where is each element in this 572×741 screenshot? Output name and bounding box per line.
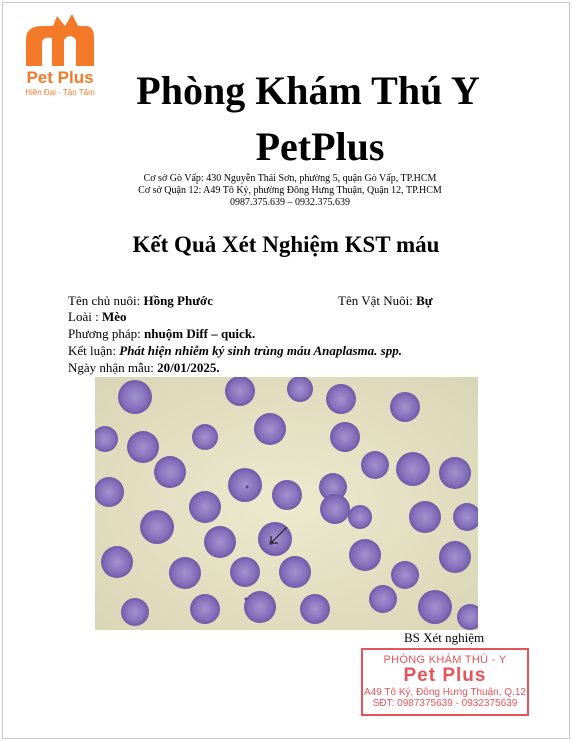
pet-plus-logo-icon <box>26 14 94 66</box>
address-quan-12: Cơ sở Quận 12: A49 Tô Ký, phường Đông Hư… <box>138 185 442 196</box>
stamp-clinic-name: Pet Plus <box>403 665 487 686</box>
owner-value: Hồng Phước <box>143 293 214 308</box>
conclusion-line: Kết luận: Phát hiện nhiễm ký sinh trùng … <box>68 343 402 359</box>
clinic-name: PetPlus <box>255 124 385 169</box>
species-line: Loài : Mèo <box>68 309 126 325</box>
method-label: Phương pháp: <box>68 326 145 341</box>
method-line: Phương pháp: nhuộm Diff – quick. <box>68 326 255 342</box>
pet-line: Tên Vật Nuôi: Bự <box>338 293 433 309</box>
conclusion-label: Kết luận: <box>68 343 120 358</box>
pet-label: Tên Vật Nuôi: <box>338 293 417 308</box>
logo-wordmark: Pet Plus <box>26 68 94 87</box>
stamp-clinic-type: PHÒNG KHÁM THÚ - Y <box>383 654 507 666</box>
clinic-title: Phòng Khám Thú Y <box>136 68 480 113</box>
address-go-vap: Cơ sở Gò Vấp: 430 Nguyễn Thái Sơn, phườn… <box>143 173 437 184</box>
conclusion-value: Phát hiện nhiễm ký sinh trùng máu Anapla… <box>119 343 402 358</box>
species-value: Mèo <box>101 309 127 324</box>
pet-value: Bự <box>416 293 433 308</box>
method-value: nhuộm Diff – quick. <box>144 326 256 341</box>
report-title: Kết Quả Xét Nghiệm KST máu <box>132 232 440 257</box>
species-label: Loài : <box>68 309 102 324</box>
stamp-address: A49 Tô Ký, Đông Hưng Thuận, Q.12 <box>364 687 526 698</box>
phone-numbers: 0987.375.639 – 0932.375.639 <box>230 197 350 208</box>
logo-tagline: Hiện Đại - Tận Tâm <box>25 88 95 97</box>
date-line: Ngày nhận mẫu: 20/01/2025. <box>68 360 220 376</box>
doctor-signature-label: BS Xét nghiệm <box>404 630 485 645</box>
owner-label: Tên chủ nuôi: <box>68 293 144 308</box>
owner-line: Tên chủ nuôi: Hồng Phước <box>68 293 213 309</box>
clinic-stamp: PHÒNG KHÁM THÚ - Y Pet Plus A49 Tô Ký, Đ… <box>361 648 529 716</box>
date-value: 20/01/2025. <box>157 360 220 375</box>
date-label: Ngày nhận mẫu: <box>68 360 158 375</box>
blood-smear-image <box>95 377 478 630</box>
stamp-phones: SĐT: 0987375639 - 0932375639 <box>372 698 518 709</box>
